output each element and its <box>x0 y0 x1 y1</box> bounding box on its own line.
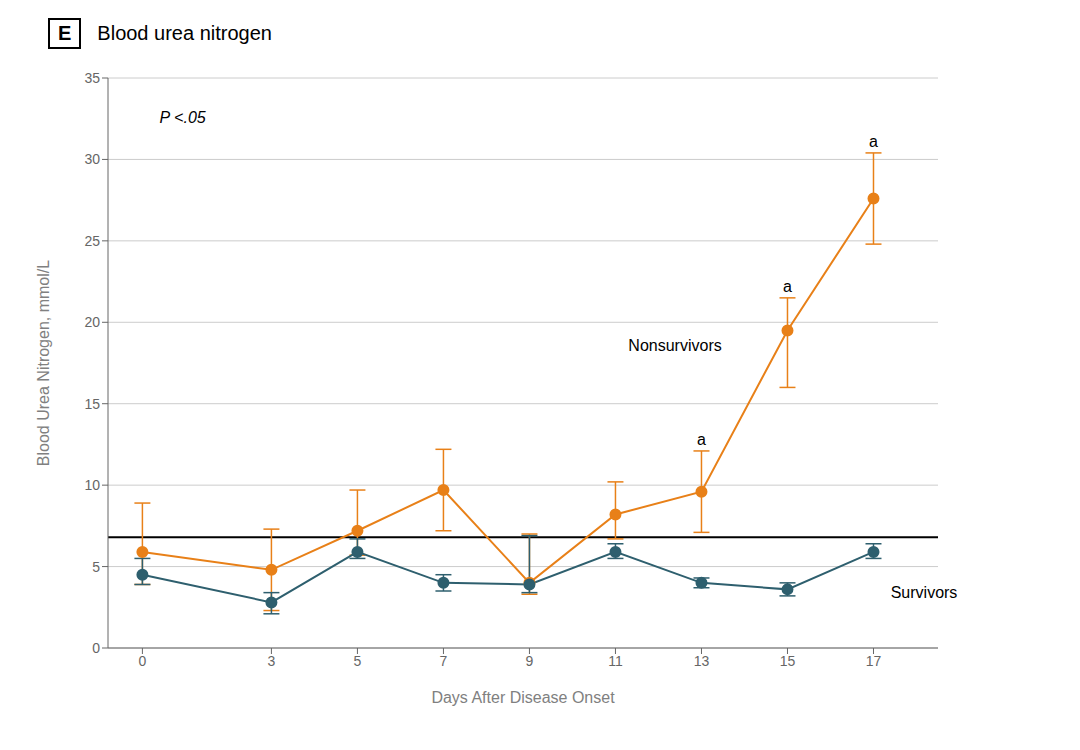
svg-text:a: a <box>869 133 878 150</box>
svg-text:5: 5 <box>354 653 362 669</box>
svg-text:0: 0 <box>139 653 147 669</box>
svg-text:13: 13 <box>694 653 710 669</box>
svg-text:0: 0 <box>92 640 100 656</box>
svg-text:5: 5 <box>92 559 100 575</box>
svg-text:10: 10 <box>84 477 100 493</box>
svg-text:15: 15 <box>84 396 100 412</box>
svg-text:17: 17 <box>866 653 882 669</box>
svg-text:Blood Urea Nitrogen, mmol/L: Blood Urea Nitrogen, mmol/L <box>35 260 52 466</box>
html-text:Blood urea nitrogen: Blood urea nitrogen <box>97 21 272 44</box>
svg-text:Survivors: Survivors <box>891 584 958 601</box>
svg-text:P <.05: P <.05 <box>160 109 206 126</box>
svg-text:25: 25 <box>84 233 100 249</box>
svg-text:Nonsurvivors: Nonsurvivors <box>628 337 721 354</box>
svg-text:3: 3 <box>268 653 276 669</box>
svg-text:7: 7 <box>440 653 448 669</box>
svg-text:Days After Disease Onset: Days After Disease Onset <box>431 689 615 706</box>
svg-text:20: 20 <box>84 314 100 330</box>
svg-text:a: a <box>697 431 706 448</box>
html-text:E: E <box>58 21 72 44</box>
svg-text:9: 9 <box>526 653 534 669</box>
svg-text:a: a <box>783 278 792 295</box>
svg-text:35: 35 <box>84 70 100 86</box>
svg-text:30: 30 <box>84 151 100 167</box>
svg-text:15: 15 <box>780 653 796 669</box>
svg-text:11: 11 <box>608 653 623 669</box>
